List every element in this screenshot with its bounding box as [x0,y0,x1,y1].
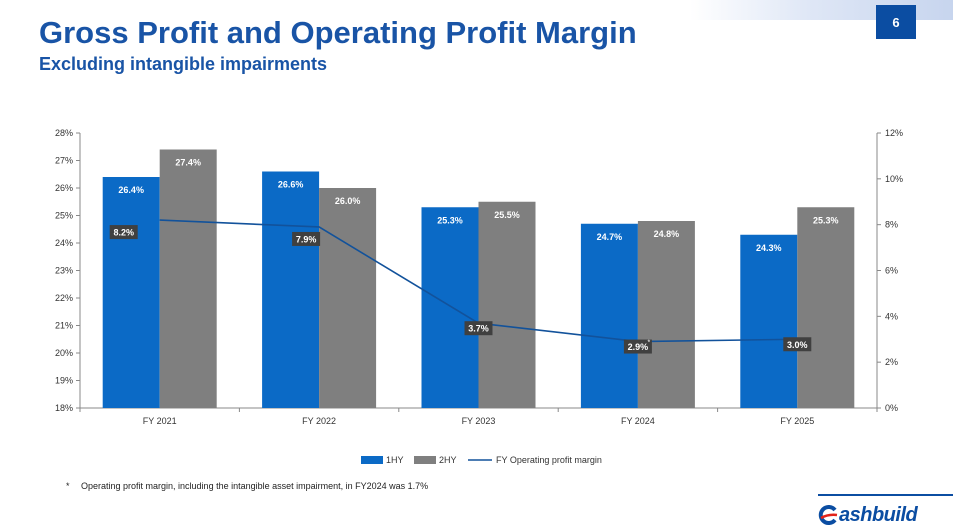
y-left-tick-label: 23% [55,266,73,276]
line-data-label: 3.0% [787,340,808,350]
bar-2hy-label: 25.5% [494,210,520,220]
bar-1hy [421,207,479,408]
bar-1hy-label: 26.4% [118,185,144,195]
bar-1hy-label: 25.3% [437,215,463,225]
logo-text: ashbuild [839,503,918,526]
bar-2hy [637,221,695,408]
line-data-label: 8.2% [113,228,134,238]
line-data-label: 3.7% [468,324,489,334]
y-right-tick-label: 0% [885,403,898,413]
y-left-tick-label: 20% [55,348,73,358]
y-left-tick-label: 28% [55,128,73,138]
cashbuild-logo: ashbuild [818,503,918,527]
legend-line-label: FY Operating profit margin [496,455,602,465]
legend-1hy-label: 1HY [386,455,404,465]
y-right-tick-label: 12% [885,128,903,138]
y-left-tick-label: 18% [55,403,73,413]
y-left-tick-label: 21% [55,321,73,331]
y-left-tick-label: 24% [55,238,73,248]
slide-title: Gross Profit and Operating Profit Margin [39,15,637,50]
bar-2hy [478,201,536,408]
x-category-label: FY 2022 [302,416,336,426]
bar-2hy [159,149,217,408]
y-left-tick-label: 25% [55,211,73,221]
bar-2hy [319,188,377,408]
logo-c-mark-icon [818,505,838,525]
legend-2hy-label: 2HY [439,455,457,465]
footer-divider [818,494,953,496]
bar-2hy-label: 24.8% [654,229,680,239]
page-number-badge: 6 [876,5,916,39]
bar-2hy [797,207,855,408]
bar-2hy-label: 27.4% [175,158,201,168]
line-data-label: 7.9% [296,234,317,244]
x-category-label: FY 2021 [143,416,177,426]
x-category-label: FY 2024 [621,416,655,426]
y-right-tick-label: 8% [885,220,898,230]
y-right-tick-label: 10% [885,174,903,184]
footnote-text: Operating profit margin, including the i… [81,481,429,491]
line-label-box [464,321,493,336]
bar-1hy-label: 24.3% [756,243,782,253]
line-label-asterisk: * [648,340,651,347]
x-category-label: FY 2023 [462,416,496,426]
line-data-label: 2.9% [628,342,649,352]
line-label-box [292,231,321,246]
legend-2hy-swatch [414,456,436,464]
bar-1hy-label: 24.7% [597,232,623,242]
footnote-marker: * [66,481,70,491]
y-left-tick-label: 22% [55,293,73,303]
y-left-tick-label: 27% [55,156,73,166]
bar-1hy-label: 26.6% [278,180,304,190]
footnote: * Operating profit margin, including the … [66,481,428,491]
bar-1hy [580,223,638,408]
line-label-box [783,337,812,352]
bar-1hy [102,177,160,408]
line-label-box [623,339,652,354]
bar-1hy [262,171,320,408]
line-label-box [109,225,138,240]
bar-2hy-label: 25.3% [813,215,839,225]
x-category-label: FY 2025 [780,416,814,426]
y-left-tick-label: 26% [55,183,73,193]
y-left-tick-label: 19% [55,376,73,386]
bar-1hy [740,234,798,408]
y-right-tick-label: 6% [885,266,898,276]
bar-2hy-label: 26.0% [335,196,361,206]
legend-1hy-swatch [361,456,383,464]
y-right-tick-label: 4% [885,311,898,321]
y-right-tick-label: 2% [885,357,898,367]
slide-subtitle: Excluding intangible impairments [39,54,328,74]
